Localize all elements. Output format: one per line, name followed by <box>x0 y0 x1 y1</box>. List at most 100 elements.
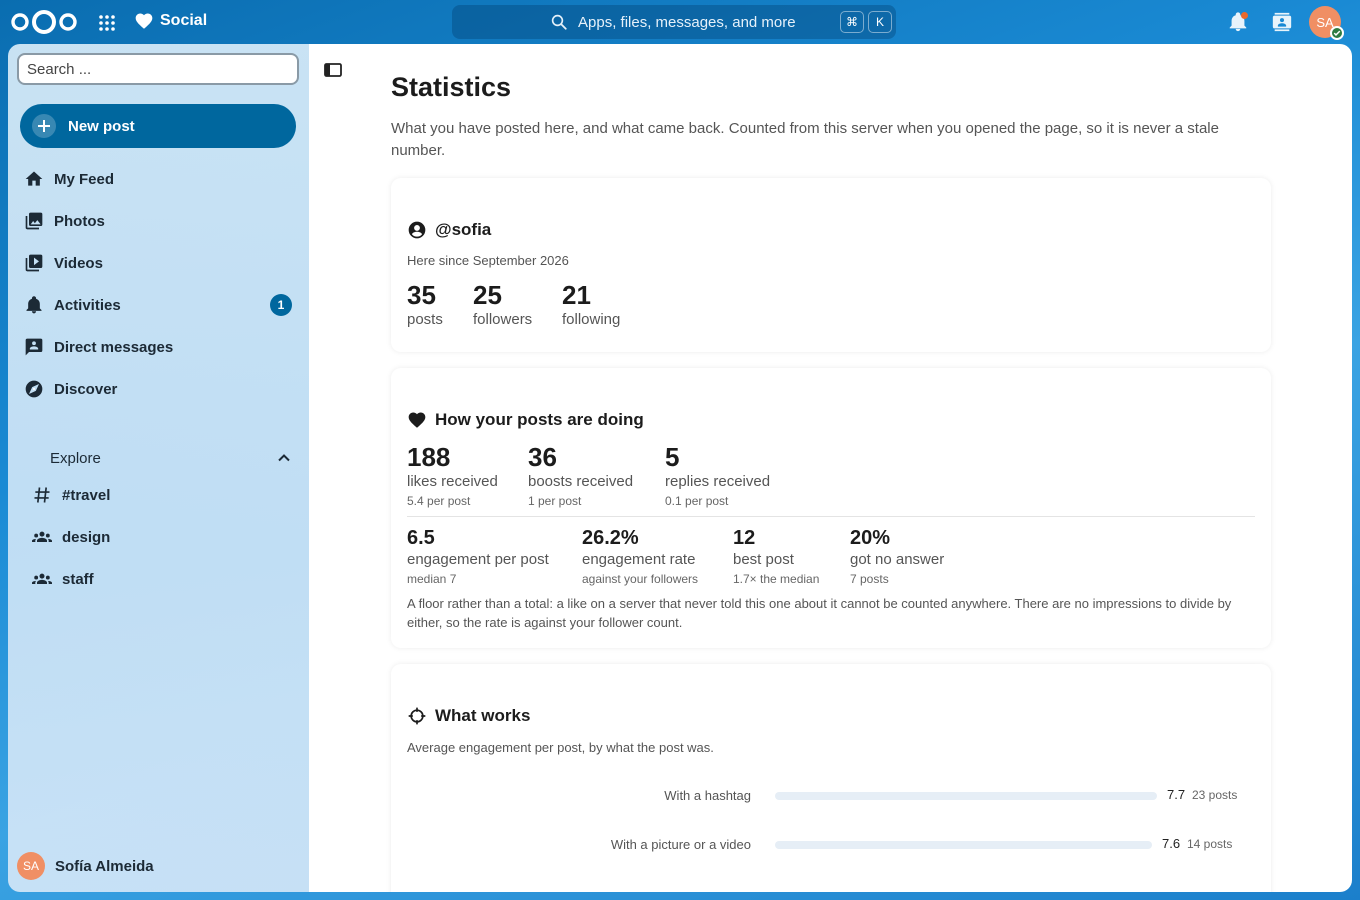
sidebar-item-label: staff <box>62 570 94 588</box>
stat-value: 25 <box>473 280 502 310</box>
stat-label: best post <box>733 551 794 568</box>
stat-label: followers <box>473 311 533 328</box>
bar-count: 14 posts <box>1187 837 1233 851</box>
stat-posts: 35 posts <box>407 280 443 330</box>
home-icon <box>25 171 43 186</box>
top-bar: Social Apps, files, messages, and more ⌘… <box>0 0 1360 44</box>
bar-count: 23 posts <box>1192 788 1238 802</box>
sidebar-item-direct-messages[interactable]: Direct messages <box>16 327 300 367</box>
what-works-heading: What works <box>407 706 530 726</box>
stat-label: likes received <box>407 473 498 490</box>
stat-value: 188 <box>407 442 451 472</box>
app-name-label: Social <box>160 12 208 29</box>
crosshair-icon <box>408 707 426 725</box>
sidebar-search-input[interactable]: Search ... <box>17 53 299 85</box>
stat-sub: 5.4 per post <box>407 494 471 508</box>
sidebar-item-travel[interactable]: #travel <box>26 475 300 515</box>
stat-value: 5 <box>665 442 680 472</box>
stat-boosts: 36 boosts received 1 per post <box>528 442 633 510</box>
what-works-row: With a hashtag 7.7 23 posts <box>407 786 1255 806</box>
plus-icon <box>32 114 56 138</box>
sidebar-item-my-feed[interactable]: My Feed <box>16 159 300 199</box>
sidebar-item-activities[interactable]: Activities 1 <box>16 285 300 325</box>
profile-handle: @sofia <box>435 220 492 239</box>
stat-likes: 188 likes received 5.4 per post <box>407 442 498 510</box>
profile-card: @sofia Here since September 2026 35 post… <box>391 178 1271 352</box>
current-app[interactable]: Social <box>134 11 207 31</box>
user-menu-avatar[interactable]: SA <box>1309 6 1344 40</box>
what-works-row: With a picture or a video 7.6 14 posts <box>407 835 1255 855</box>
stat-label: got no answer <box>850 551 945 568</box>
global-search-placeholder: Apps, files, messages, and more <box>578 13 796 31</box>
group-icon <box>32 531 52 542</box>
nextcloud-logo-icon[interactable] <box>10 9 78 35</box>
app-menu-icon[interactable] <box>96 12 118 34</box>
shortcut-cmd-key: ⌘ <box>840 11 864 33</box>
bar-value: 7.7 <box>1167 787 1186 802</box>
sidebar-toggle-icon[interactable] <box>323 60 343 80</box>
sidebar-item-label: #travel <box>62 486 111 504</box>
stat-value: 12 <box>733 527 756 549</box>
member-since: Here since September 2026 <box>407 253 569 268</box>
profile-heading: @sofia <box>407 220 491 240</box>
notifications-button[interactable] <box>1227 11 1249 33</box>
message-icon <box>25 338 43 356</box>
sidebar-item-discover[interactable]: Discover <box>16 369 300 409</box>
notification-dot <box>1241 12 1248 19</box>
what-works-subtitle: Average engagement per post, by what the… <box>407 740 714 755</box>
sidebar-item-label: Direct messages <box>54 338 174 356</box>
stat-label: replies received <box>665 473 771 490</box>
global-search-button[interactable]: Apps, files, messages, and more ⌘ K <box>452 5 896 39</box>
explore-label: Explore <box>50 449 101 467</box>
heart-icon <box>135 13 153 29</box>
stat-engagement-per-post: 6.5 engagement per post median 7 <box>407 526 549 588</box>
avatar: SA <box>17 852 45 880</box>
sidebar-item-label: Photos <box>54 212 105 230</box>
sidebar-item-label: design <box>62 528 111 546</box>
stat-sub: median 7 <box>407 572 457 586</box>
bar-value: 7.6 <box>1162 836 1181 851</box>
heart-icon <box>408 412 426 428</box>
stat-engagement-rate: 26.2% engagement rate against your follo… <box>582 526 698 588</box>
new-post-button[interactable]: New post <box>20 104 296 148</box>
video-icon <box>25 254 43 272</box>
sidebar-item-label: Activities <box>54 296 121 314</box>
stat-followers: 25 followers <box>473 280 532 330</box>
stat-value: 26.2% <box>582 527 639 549</box>
stat-label: engagement per post <box>407 551 549 568</box>
search-icon <box>551 14 567 30</box>
bell-icon <box>26 296 42 314</box>
contacts-button[interactable] <box>1271 11 1293 33</box>
bar-label: With a picture or a video <box>610 837 751 852</box>
main-content: Statistics What you have posted here, an… <box>309 44 1352 892</box>
stat-sub: 0.1 per post <box>665 494 729 508</box>
stat-replies: 5 replies received 0.1 per post <box>665 442 770 510</box>
sidebar-item-staff[interactable]: staff <box>26 559 300 599</box>
stat-sub: 1 per post <box>528 494 582 508</box>
sidebar-search-placeholder: Search ... <box>27 60 92 78</box>
contacts-icon <box>1272 12 1292 32</box>
user-display-name: Sofía Almeida <box>55 857 154 875</box>
performance-card: How your posts are doing 188 likes recei… <box>391 368 1271 648</box>
stat-sub: against your followers <box>582 572 699 586</box>
sidebar-item-videos[interactable]: Videos <box>16 243 300 283</box>
stat-value: 36 <box>528 442 557 472</box>
stat-value: 20% <box>850 527 891 549</box>
performance-note: A floor rather than a total: a like on a… <box>407 596 1232 630</box>
sidebar-item-label: Discover <box>54 380 118 398</box>
avatar-initials: SA <box>1316 14 1334 30</box>
stats-divider <box>407 516 1255 517</box>
stat-no-answer: 20% got no answer 7 posts <box>850 526 944 588</box>
current-user[interactable]: SA Sofía Almeida <box>17 852 154 880</box>
explore-section-toggle[interactable]: Explore <box>16 438 300 478</box>
compass-icon <box>25 380 43 398</box>
activities-count-badge: 1 <box>270 294 292 316</box>
stat-sub: 1.7× the median <box>733 572 820 586</box>
performance-heading: How your posts are doing <box>407 410 644 430</box>
page-title: Statistics <box>391 72 512 102</box>
sidebar-item-photos[interactable]: Photos <box>16 201 300 241</box>
image-icon <box>25 212 43 230</box>
new-post-label: New post <box>68 117 135 135</box>
sidebar-item-design[interactable]: design <box>26 517 300 557</box>
bar-track <box>775 792 1157 800</box>
